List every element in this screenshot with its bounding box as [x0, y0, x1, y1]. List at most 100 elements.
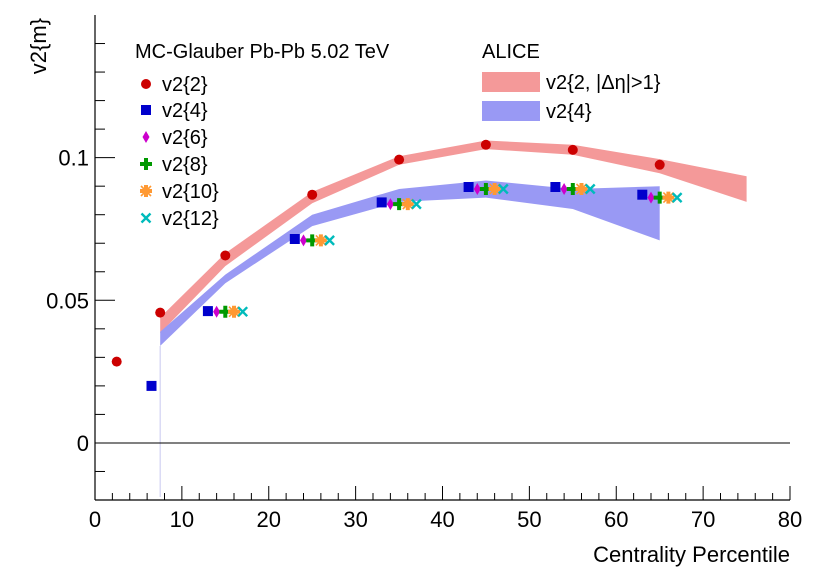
marker-shape — [220, 250, 231, 261]
legend-right-title: ALICE — [482, 41, 540, 63]
y-tick-label: 0.1 — [58, 146, 89, 171]
data-point-v2-12 — [237, 306, 249, 318]
marker-shape — [142, 131, 150, 143]
marker-shape — [584, 183, 596, 195]
marker-shape — [393, 198, 406, 211]
x-tick-label: 50 — [517, 507, 541, 532]
data-point-v2-6 — [300, 234, 307, 247]
marker-shape — [637, 189, 648, 200]
legend-marker-v2-4 — [141, 105, 151, 115]
marker-shape — [473, 183, 481, 195]
legend-swatch-v2-2-eta — [482, 72, 540, 92]
marker-shape — [550, 182, 561, 192]
marker-shape-x — [402, 198, 414, 210]
marker-shape — [219, 305, 232, 318]
data-point-v2-4 — [146, 380, 157, 391]
legend-label-v2-8: v2{8} — [162, 154, 208, 176]
x-tick-label: 10 — [170, 507, 194, 532]
marker-shape — [376, 197, 387, 208]
marker-shape — [497, 183, 509, 195]
marker-shape — [146, 380, 157, 391]
legend-label-v2-6: v2{6} — [162, 127, 208, 149]
x-axis-label: Centrality Percentile — [593, 542, 790, 567]
y-tick-label: 0 — [77, 431, 89, 456]
data-point-v2-10 — [401, 198, 414, 211]
data-point-v2-2 — [480, 139, 491, 150]
marker-shape — [386, 198, 394, 211]
legend-label-v2-12: v2{12} — [162, 208, 219, 230]
data-point-v2-6 — [647, 191, 655, 204]
data-point-v2-2 — [155, 307, 166, 318]
marker-shape — [202, 306, 213, 317]
data-point-v2-4 — [289, 234, 300, 244]
marker-shape-x — [140, 185, 152, 197]
data-point-v2-2 — [567, 144, 578, 155]
legend-swatch-v2-4 — [482, 101, 540, 121]
legend-marker-v2-6 — [142, 131, 150, 143]
marker-shape — [141, 79, 151, 89]
legend-marker-v2-10 — [140, 185, 152, 197]
data-point-v2-6 — [213, 305, 221, 318]
y-tick-label: 0.05 — [46, 288, 89, 313]
legend-label-v2-10: v2{10} — [162, 181, 219, 203]
x-tick-label: 80 — [778, 507, 802, 532]
marker-shape-x — [315, 234, 327, 246]
data-point-v2-4 — [376, 197, 387, 208]
legend-marker-v2-8 — [140, 158, 152, 170]
marker-shape — [560, 183, 568, 195]
marker-shape-x — [228, 306, 240, 318]
band-v2-4 — [160, 180, 660, 346]
marker-shape — [653, 191, 666, 204]
legend-label-v2-2-eta: v2{2, |Δη|>1} — [546, 72, 661, 94]
marker-shape — [140, 212, 152, 224]
data-point-v2-2 — [654, 159, 665, 170]
data-point-v2-12 — [411, 198, 422, 210]
marker-shape — [566, 183, 579, 195]
marker-shape — [140, 158, 152, 170]
bands-layer — [159, 140, 747, 497]
marker-shape — [289, 234, 300, 244]
data-point-v2-10 — [662, 191, 675, 204]
data-point-v2-8 — [393, 198, 406, 211]
x-tick-label: 20 — [257, 507, 281, 532]
data-point-v2-8 — [479, 183, 492, 195]
markers-layer — [111, 139, 683, 391]
marker-shape — [647, 191, 655, 204]
marker-shape — [479, 183, 492, 195]
x-tick-label: 70 — [691, 507, 715, 532]
marker-shape — [307, 189, 318, 200]
marker-shape — [463, 182, 474, 192]
legend-marker-v2-2 — [141, 79, 151, 89]
marker-shape — [654, 159, 665, 170]
data-point-v2-2 — [220, 250, 231, 261]
marker-shape — [237, 306, 249, 318]
data-point-v2-2 — [111, 356, 122, 367]
y-axis-label: v2{m} — [26, 18, 51, 74]
data-point-v2-4 — [550, 182, 561, 192]
marker-shape — [394, 154, 405, 165]
x-tick-label: 30 — [343, 507, 367, 532]
legend-label-v2-4: v2{4} — [162, 100, 208, 122]
marker-shape — [671, 192, 683, 203]
legend-marker-v2-12 — [140, 212, 152, 224]
marker-shape — [155, 307, 166, 318]
data-point-v2-6 — [473, 183, 481, 195]
axes-layer: 0 10 20 30 40 50 60 70 80 0 0.05 0.1 — [46, 15, 802, 532]
data-point-v2-4 — [463, 182, 474, 192]
marker-shape-x — [489, 183, 501, 195]
marker-shape — [411, 198, 422, 210]
data-point-v2-8 — [219, 305, 232, 318]
marker-shape — [567, 144, 578, 155]
x-tick-label: 60 — [604, 507, 628, 532]
marker-shape — [324, 235, 335, 246]
data-point-v2-10 — [575, 183, 588, 195]
marker-shape — [480, 139, 491, 150]
data-point-v2-8 — [566, 183, 579, 195]
marker-shape-x — [662, 192, 674, 204]
marker-shape-x — [575, 183, 588, 195]
data-point-v2-12 — [671, 192, 683, 203]
x-tick-label: 40 — [430, 507, 454, 532]
data-point-v2-10 — [488, 183, 501, 195]
data-point-v2-6 — [386, 198, 394, 211]
